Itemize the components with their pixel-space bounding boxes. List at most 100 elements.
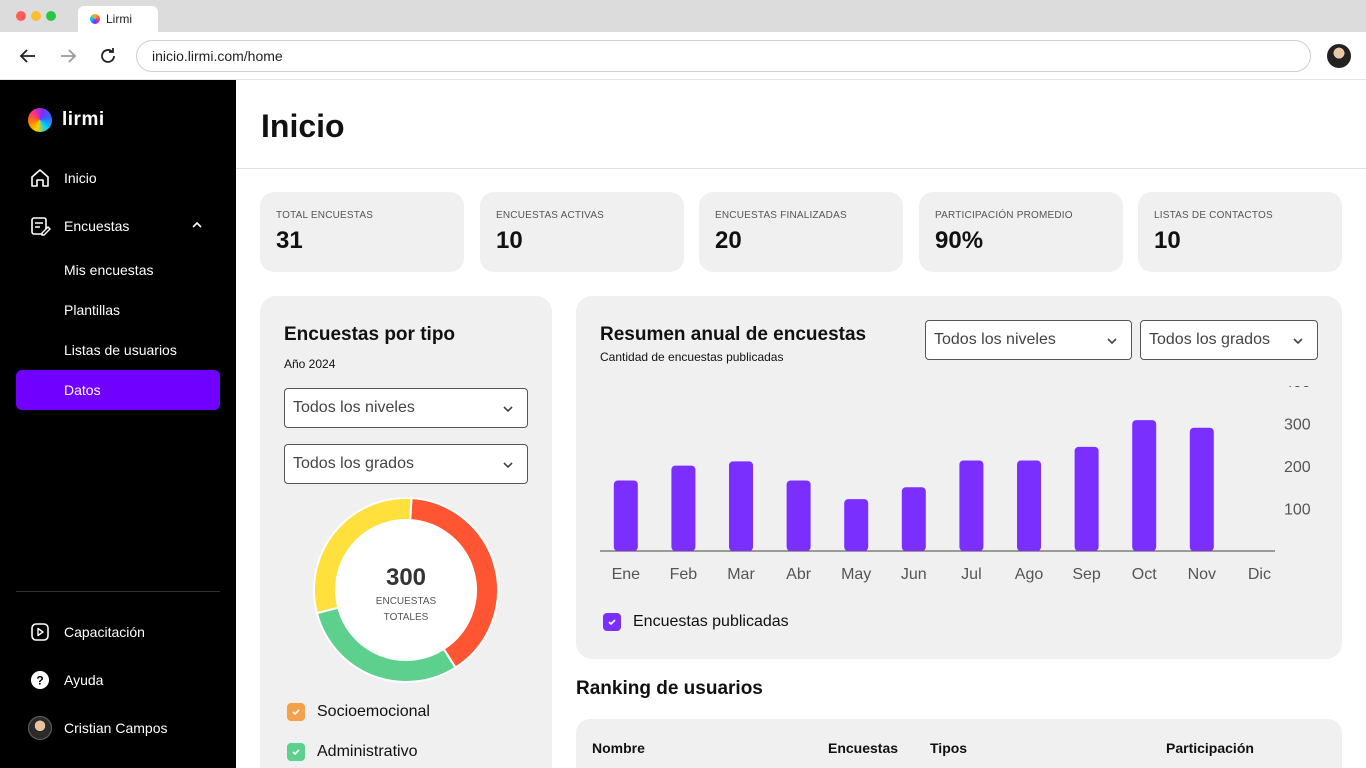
bar[interactable] xyxy=(959,460,984,551)
card-title: Resumen anual de encuestas xyxy=(600,324,867,345)
niveles-select[interactable]: Todos los niveles xyxy=(284,388,528,428)
stat-value: 31 xyxy=(276,227,303,254)
grados-select[interactable]: Todos los grados xyxy=(284,444,528,484)
encuestas-por-tipo-card: Encuestas por tipo Año 2024 Todos los ni… xyxy=(260,296,552,768)
y-tick-label: 400 xyxy=(1284,386,1311,391)
sidebar-item-plantillas[interactable]: Plantillas xyxy=(16,290,220,330)
sidebar-item-user-profile[interactable]: Cristian Campos xyxy=(16,708,220,748)
browser-tab-bar: Lirmi xyxy=(0,0,1366,32)
column-header-participacion[interactable]: Participación xyxy=(1166,740,1254,756)
y-tick-label: 100 xyxy=(1284,502,1311,519)
user-name: Cristian Campos xyxy=(64,720,168,736)
sidebar-item-inicio[interactable]: Inicio xyxy=(16,158,220,198)
x-tick-label: Jul xyxy=(961,566,981,583)
stat-card-participacion-promedio: PARTICIPACIÓN PROMEDIO 90% xyxy=(919,192,1123,272)
checkbox-checked-icon[interactable] xyxy=(287,703,305,721)
sidebar-item-encuestas[interactable]: Encuestas xyxy=(16,206,220,246)
bar[interactable] xyxy=(1017,460,1041,551)
bar[interactable] xyxy=(729,461,753,551)
resumen-anual-card: Resumen anual de encuestas Cantidad de e… xyxy=(576,296,1342,659)
sidebar-item-mis-encuestas[interactable]: Mis encuestas xyxy=(16,250,220,290)
play-icon xyxy=(28,620,52,644)
chevron-up-icon[interactable] xyxy=(190,218,204,235)
sidebar-item-label: Datos xyxy=(64,382,101,398)
donut-total-value: 300 xyxy=(385,564,427,591)
card-subtitle: Año 2024 xyxy=(284,357,336,371)
sidebar-item-label: Inicio xyxy=(64,170,97,186)
brand-name: lirmi xyxy=(62,109,105,130)
bar[interactable] xyxy=(844,499,869,551)
x-tick-label: Ago xyxy=(1015,566,1044,583)
select-value: Todos los niveles xyxy=(293,399,415,416)
legend-encuestas-publicadas[interactable]: Encuestas publicadas xyxy=(603,613,789,631)
stat-label: PARTICIPACIÓN PROMEDIO xyxy=(935,210,1073,221)
select-value: Todos los niveles xyxy=(934,331,1056,348)
sidebar-item-ayuda[interactable]: ? Ayuda xyxy=(16,660,220,700)
stat-card-encuestas-activas: ENCUESTAS ACTIVAS 10 xyxy=(480,192,684,272)
lirmi-logo[interactable]: lirmi xyxy=(28,108,105,132)
maximize-window-button[interactable] xyxy=(46,11,56,21)
donut-total-label: ENCUESTAS xyxy=(375,596,437,607)
back-button[interactable] xyxy=(16,44,40,68)
sidebar-item-label: Mis encuestas xyxy=(64,262,154,278)
bar-chart: Ene Feb Mar Abr May Jun Jul Ago Sep Oct Nov Dic 100 2… xyxy=(600,386,1311,583)
bar[interactable] xyxy=(1074,446,1099,551)
grados-select[interactable]: Todos los grados xyxy=(1140,320,1318,360)
reload-button[interactable] xyxy=(96,44,120,68)
bar[interactable] xyxy=(671,465,696,551)
x-tick-label: Ene xyxy=(612,566,641,583)
page-title: Inicio xyxy=(261,108,345,144)
stat-label: TOTAL ENCUESTAS xyxy=(276,210,374,221)
legend-socioemocional[interactable]: Socioemocional xyxy=(287,703,430,721)
stat-value: 90% xyxy=(935,227,984,254)
browser-profile-avatar[interactable] xyxy=(1327,44,1351,68)
checkbox-checked-icon[interactable] xyxy=(603,613,621,631)
legend-administrativo[interactable]: Administrativo xyxy=(287,743,417,761)
legend-label: Administrativo xyxy=(317,743,418,760)
bar[interactable] xyxy=(786,480,811,551)
browser-tab[interactable]: Lirmi xyxy=(78,6,158,32)
bar[interactable] xyxy=(1189,427,1214,551)
favicon-icon xyxy=(90,14,100,24)
stat-card-encuestas-finalizadas: ENCUESTAS FINALIZADAS 20 xyxy=(699,192,903,272)
card-subtitle: Cantidad de encuestas publicadas xyxy=(600,350,784,364)
x-tick-label: Jun xyxy=(901,566,927,583)
sidebar-item-datos[interactable]: Datos xyxy=(16,370,220,410)
x-tick-label: Abr xyxy=(786,566,812,583)
bar[interactable] xyxy=(613,480,638,551)
reload-icon xyxy=(101,48,115,63)
sidebar-item-label: Listas de usuarios xyxy=(64,342,177,358)
column-header-encuestas[interactable]: Encuestas xyxy=(828,740,899,756)
y-tick-label: 200 xyxy=(1284,459,1311,476)
column-header-tipos[interactable]: Tipos xyxy=(930,740,968,756)
donut-chart xyxy=(313,497,499,683)
stat-value: 10 xyxy=(1154,227,1181,254)
sidebar-item-listas-de-usuarios[interactable]: Listas de usuarios xyxy=(16,330,220,370)
sidebar-item-label: Encuestas xyxy=(64,218,130,234)
address-bar[interactable]: inicio.lirmi.com/home xyxy=(136,40,1311,72)
forward-button[interactable] xyxy=(56,44,80,68)
stat-label: ENCUESTAS FINALIZADAS xyxy=(715,210,847,221)
arrow-left-icon xyxy=(19,49,35,63)
browser-nav-bar: inicio.lirmi.com/home xyxy=(0,32,1366,80)
minimize-window-button[interactable] xyxy=(31,11,41,21)
chevron-down-icon xyxy=(501,402,515,421)
stat-label: ENCUESTAS ACTIVAS xyxy=(496,210,605,221)
y-tick-label: 300 xyxy=(1284,417,1311,434)
column-header-nombre[interactable]: Nombre xyxy=(592,740,645,756)
niveles-select[interactable]: Todos los niveles xyxy=(925,320,1132,360)
sidebar-item-label: Ayuda xyxy=(64,672,104,688)
page-header: Inicio xyxy=(236,80,1366,169)
bar[interactable] xyxy=(1132,420,1157,551)
close-window-button[interactable] xyxy=(16,11,26,21)
sidebar: lirmi Inicio Encuestas Mis encuestas Pla… xyxy=(0,80,236,768)
stat-card-listas-de-contactos: LISTAS DE CONTACTOS 10 xyxy=(1138,192,1342,272)
chevron-down-icon xyxy=(1105,334,1119,353)
checkbox-checked-icon[interactable] xyxy=(287,743,305,761)
ranking-title: Ranking de usuarios xyxy=(576,678,763,699)
sidebar-item-label: Plantillas xyxy=(64,302,121,318)
chevron-down-icon xyxy=(1291,334,1305,353)
bar[interactable] xyxy=(901,487,926,551)
home-icon xyxy=(28,166,52,190)
sidebar-item-capacitacion[interactable]: Capacitación xyxy=(16,612,220,652)
